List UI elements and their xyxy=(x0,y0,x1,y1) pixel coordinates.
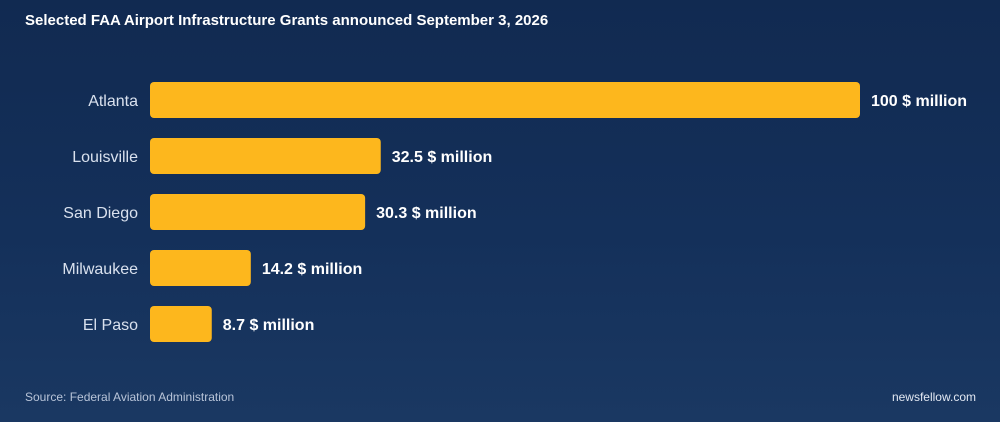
value-label: 8.7 $ million xyxy=(223,317,315,334)
bar-chart: Atlanta 100 $ million Louisville 32.5 $ mil… xyxy=(62,82,967,342)
value-label: 14.2 $ million xyxy=(262,261,362,278)
value-label: 30.3 $ million xyxy=(376,205,476,222)
value-label: 100 $ million xyxy=(871,93,967,110)
bar-louisville xyxy=(150,138,381,174)
bar-milwaukee xyxy=(150,250,251,286)
chart-title: Selected FAA Airport Infrastructure Gran… xyxy=(25,12,549,29)
category-label: San Diego xyxy=(63,205,138,222)
brand-link[interactable]: newsfellow.com xyxy=(891,390,976,404)
value-label: 32.5 $ million xyxy=(392,149,492,166)
category-label: Atlanta xyxy=(88,93,138,110)
bar-atlanta xyxy=(150,82,860,118)
source-note: Source: Federal Aviation Administration xyxy=(25,390,235,404)
category-label: Milwaukee xyxy=(62,261,138,278)
bars-group: Atlanta 100 $ million Louisville 32.5 $ mil… xyxy=(62,82,967,342)
bar-el-paso xyxy=(150,306,212,342)
bar-san-diego xyxy=(150,194,366,230)
category-label: Louisville xyxy=(72,149,138,166)
category-label: El Paso xyxy=(83,317,138,334)
